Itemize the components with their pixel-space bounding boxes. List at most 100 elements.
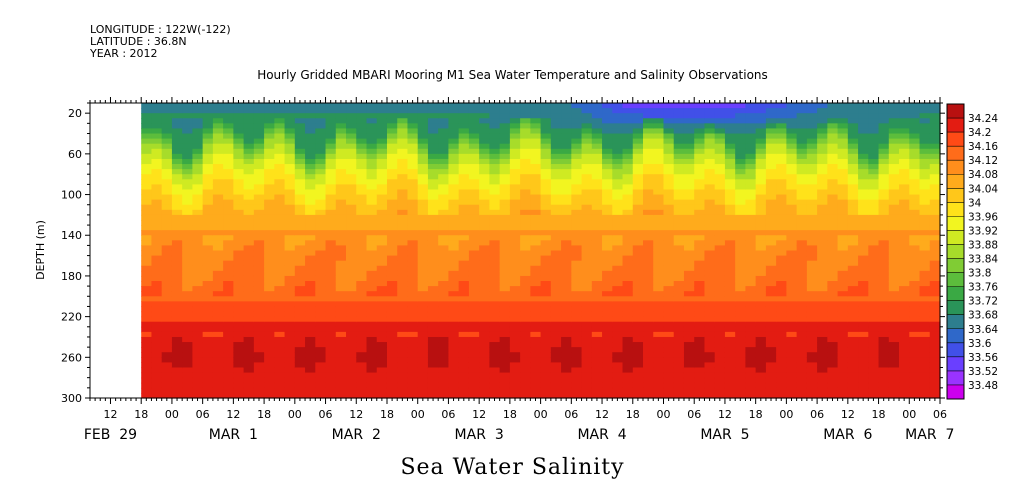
heatmap-cell	[612, 336, 624, 343]
heatmap-cell	[786, 275, 798, 282]
heatmap-cell	[161, 158, 173, 165]
heatmap-cell	[724, 326, 736, 333]
heatmap-cell	[438, 301, 450, 308]
heatmap-cell	[796, 265, 808, 272]
heatmap-cell	[458, 209, 470, 216]
heatmap-cell	[448, 174, 460, 180]
heatmap-cell	[745, 179, 757, 185]
heatmap-cell	[520, 194, 531, 201]
heatmap-cell	[714, 123, 726, 130]
heatmap-cell	[847, 189, 859, 196]
heatmap-cell	[264, 270, 275, 277]
heatmap-cell	[704, 331, 716, 338]
heatmap-cell	[233, 219, 245, 226]
heatmap-cell	[325, 291, 337, 297]
heatmap-cell	[284, 199, 296, 206]
heatmap-cell	[571, 331, 583, 338]
heatmap-cell	[786, 301, 798, 308]
heatmap-cell	[847, 164, 859, 170]
heatmap-cell	[141, 387, 153, 394]
heatmap-cell	[653, 260, 665, 267]
heatmap-cell	[776, 250, 787, 257]
heatmap-cell	[714, 113, 726, 119]
heatmap-cell	[192, 128, 204, 135]
heatmap-cell	[806, 362, 818, 369]
heatmap-cell	[305, 352, 316, 358]
heatmap-cell	[530, 138, 542, 145]
heatmap-cell	[407, 387, 419, 394]
heatmap-cell	[643, 219, 654, 226]
heatmap-cell	[591, 158, 603, 165]
heatmap-cell	[550, 250, 562, 257]
heatmap-cell	[929, 255, 941, 262]
heatmap-cell	[407, 174, 419, 180]
heatmap-cell	[806, 230, 818, 236]
heatmap-cell	[929, 169, 941, 175]
heatmap-cell	[192, 194, 204, 201]
heatmap-cell	[868, 321, 880, 328]
heatmap-cell	[571, 347, 583, 353]
heatmap-cell	[212, 169, 224, 175]
heatmap-cell	[386, 158, 398, 165]
heatmap-cell	[796, 331, 808, 338]
heatmap-cell	[663, 184, 675, 191]
heatmap-cell	[253, 194, 265, 201]
heatmap-cell	[806, 270, 818, 277]
heatmap-cell	[468, 265, 480, 272]
x-date-label: MAR 4	[577, 427, 626, 443]
heatmap-cell	[376, 347, 388, 353]
heatmap-cell	[632, 118, 644, 124]
heatmap-cell	[223, 189, 234, 196]
heatmap-cell	[622, 352, 634, 358]
heatmap-cell	[837, 103, 849, 109]
heatmap-cell	[622, 204, 634, 211]
heatmap-cell	[397, 291, 409, 297]
heatmap-cell	[899, 377, 910, 384]
heatmap-cell	[755, 235, 767, 241]
heatmap-cell	[468, 255, 480, 262]
heatmap-cell	[643, 138, 654, 145]
heatmap-cell	[212, 204, 224, 211]
heatmap-cell	[694, 240, 706, 247]
heatmap-cell	[653, 199, 665, 206]
heatmap-cell	[755, 336, 767, 343]
heatmap-cell	[417, 265, 429, 272]
heatmap-cell	[550, 143, 562, 150]
heatmap-cell	[346, 342, 357, 348]
heatmap-cell	[571, 123, 583, 130]
heatmap-cell	[550, 281, 562, 287]
heatmap-cell	[622, 265, 634, 272]
heatmap-cell	[591, 123, 603, 130]
heatmap-cell	[407, 372, 419, 379]
heatmap-cell	[294, 392, 306, 399]
heatmap-cell	[376, 123, 388, 130]
heatmap-cell	[223, 296, 234, 302]
heatmap-cell	[284, 174, 296, 180]
heatmap-cell	[407, 153, 419, 160]
heatmap-cell	[417, 260, 429, 267]
heatmap-cell	[571, 189, 583, 196]
heatmap-cell	[632, 219, 644, 226]
heatmap-cell	[817, 260, 828, 267]
heatmap-cell	[561, 347, 572, 353]
heatmap-cell	[827, 372, 839, 379]
heatmap-cell	[735, 387, 747, 394]
heatmap-cell	[468, 270, 480, 277]
heatmap-cell	[479, 158, 490, 165]
heatmap-cell	[786, 153, 798, 160]
heatmap-cell	[509, 316, 521, 323]
heatmap-cell	[376, 118, 388, 124]
heatmap-cell	[294, 245, 306, 252]
colorbar-swatch	[947, 342, 964, 358]
heatmap-cell	[305, 138, 316, 145]
heatmap-cell	[141, 372, 153, 379]
heatmap-cell	[653, 286, 665, 292]
heatmap-cell	[909, 306, 921, 313]
heatmap-cell	[315, 286, 327, 292]
heatmap-cell	[366, 235, 378, 241]
heatmap-cell	[888, 108, 900, 114]
heatmap-cell	[643, 148, 654, 155]
heatmap-cell	[745, 347, 757, 353]
heatmap-cell	[735, 214, 747, 221]
heatmap-cell	[622, 331, 634, 338]
